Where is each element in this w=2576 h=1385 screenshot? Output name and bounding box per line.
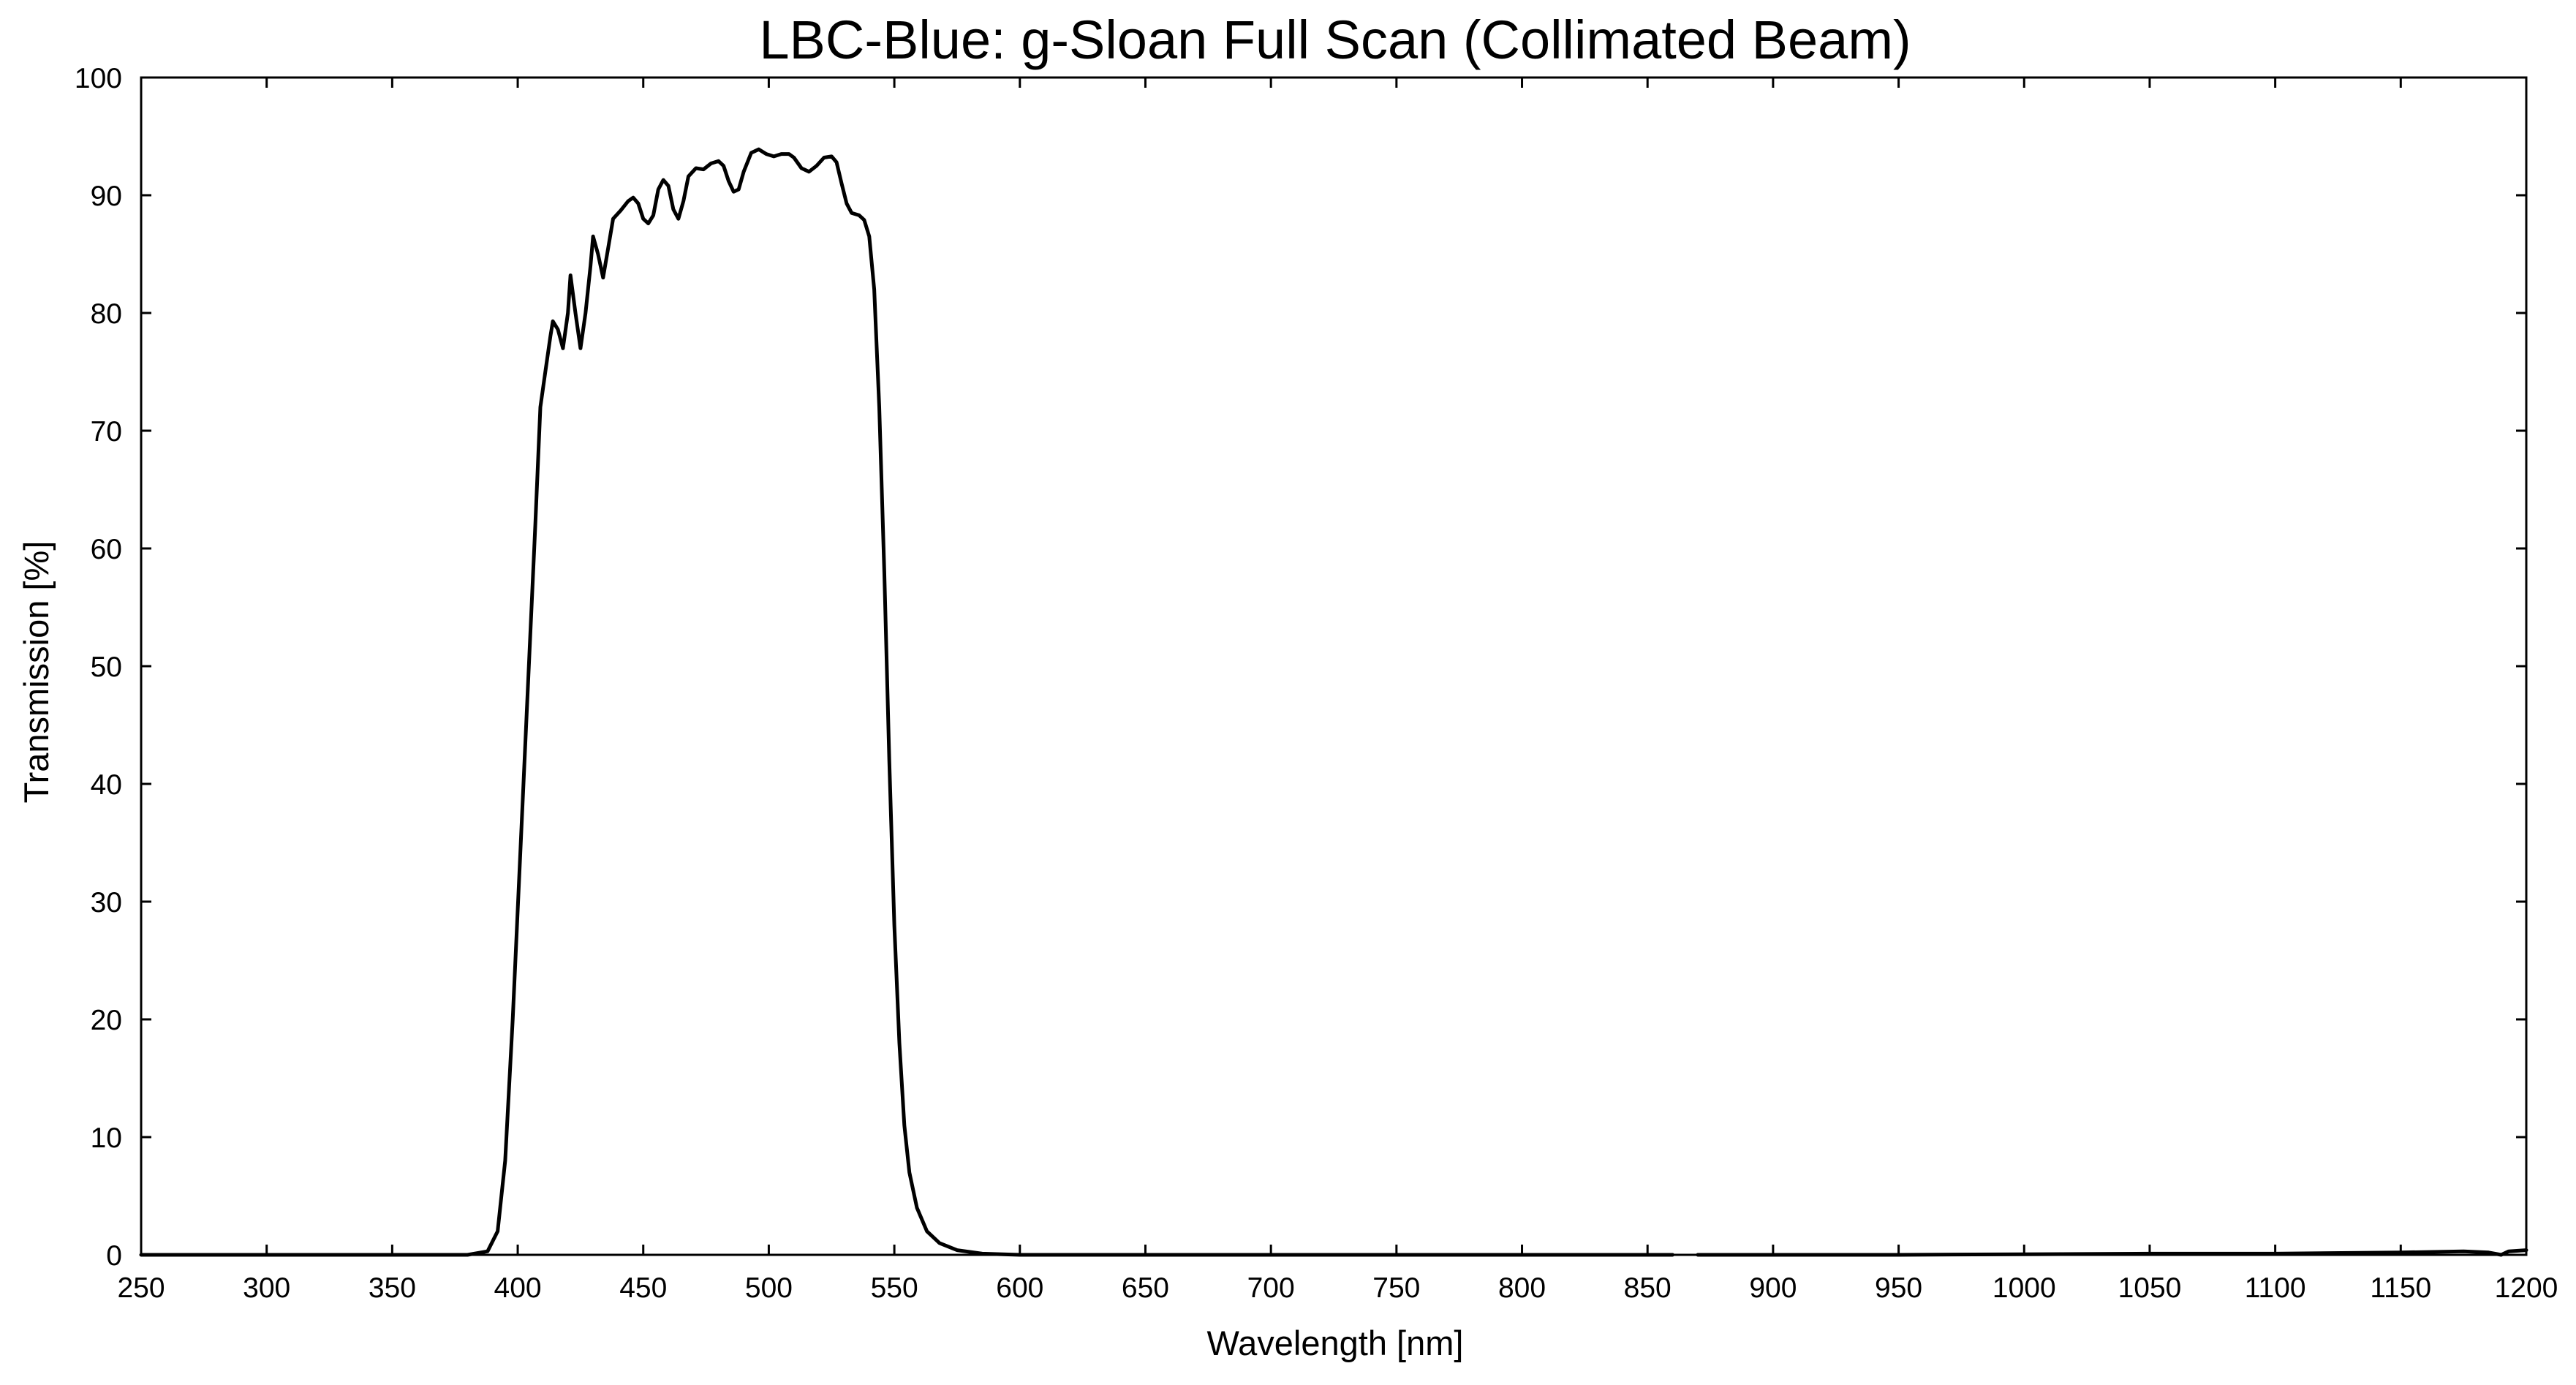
y-tick-label: 60 xyxy=(91,534,122,565)
x-tick-label: 350 xyxy=(369,1272,416,1304)
y-tick-label: 50 xyxy=(91,652,122,683)
x-axis-label: Wavelength [nm] xyxy=(1207,1324,1464,1362)
x-tick-label: 700 xyxy=(1247,1272,1295,1304)
x-tick-label: 850 xyxy=(1624,1272,1672,1304)
y-tick-label: 90 xyxy=(91,181,122,212)
x-tick-label: 400 xyxy=(494,1272,542,1304)
series-group xyxy=(139,147,2528,1257)
y-tick-label: 80 xyxy=(91,298,122,330)
x-tick-label: 950 xyxy=(1875,1272,1922,1304)
y-axis: 0 10 20 30 40 50 60 70 80 90 100 xyxy=(75,63,2526,1272)
x-tick-label: 250 xyxy=(117,1272,165,1304)
plot-frame xyxy=(140,76,2528,1256)
x-tick-label: 450 xyxy=(619,1272,667,1304)
chart-title: LBC-Blue: g-Sloan Full Scan (Collimated … xyxy=(759,10,1911,70)
x-axis: 250 300 350 400 450 500 550 600 650 700 750 800 850 9… xyxy=(117,78,2558,1304)
y-axis-label: Transmission [%] xyxy=(17,541,56,804)
x-tick-label: 1100 xyxy=(2245,1272,2306,1304)
x-tick-label: 1150 xyxy=(2370,1272,2431,1304)
transmission-line-segment-2 xyxy=(1696,1248,2528,1257)
plot-border xyxy=(140,76,2528,1256)
y-tick-label: 70 xyxy=(91,416,122,448)
y-tick-label: 20 xyxy=(91,1005,122,1036)
x-tick-label: 800 xyxy=(1498,1272,1546,1304)
y-tick-label: 100 xyxy=(75,63,122,94)
transmission-line-segment-1 xyxy=(139,147,1674,1257)
y-tick-label: 10 xyxy=(91,1122,122,1154)
x-tick-label: 500 xyxy=(745,1272,793,1304)
x-tick-label: 1050 xyxy=(2118,1272,2182,1304)
y-tick-label: 30 xyxy=(91,887,122,918)
x-tick-label: 1200 xyxy=(2495,1272,2558,1304)
x-tick-label: 300 xyxy=(243,1272,290,1304)
x-tick-label: 600 xyxy=(996,1272,1043,1304)
y-tick-label: 0 xyxy=(106,1240,122,1272)
x-tick-label: 550 xyxy=(871,1272,918,1304)
y-tick-label: 40 xyxy=(91,769,122,801)
x-tick-label: 650 xyxy=(1122,1272,1169,1304)
x-tick-label: 750 xyxy=(1372,1272,1420,1304)
x-tick-label: 1000 xyxy=(1993,1272,2056,1304)
x-tick-label: 900 xyxy=(1749,1272,1797,1304)
